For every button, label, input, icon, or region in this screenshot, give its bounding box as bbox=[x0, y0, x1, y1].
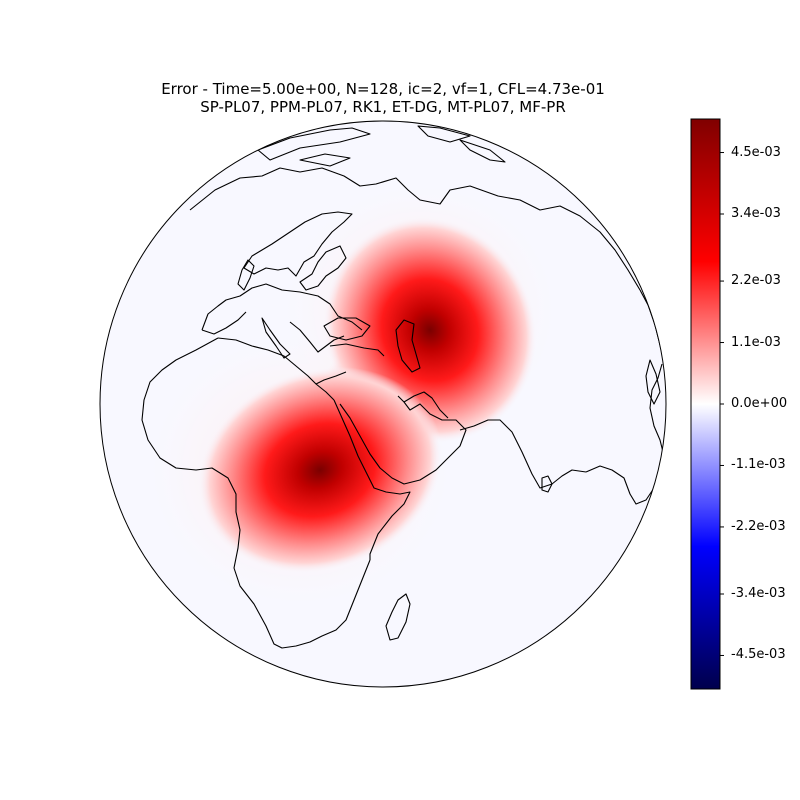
coast-africa-east bbox=[333, 399, 411, 560]
coast-africa-west bbox=[141, 337, 371, 649]
colorbar bbox=[690, 118, 724, 690]
globe-outline bbox=[99, 120, 667, 688]
coast-britain bbox=[237, 259, 255, 291]
colorbar-tick-label-5: -1.1e-03 bbox=[731, 457, 786, 473]
chart-title-line2: SP-PL07, PPM-PL07, RK1, ET-DG, MT-PL07, … bbox=[200, 98, 566, 116]
coast-scandinavia bbox=[243, 211, 353, 277]
coast-baltic bbox=[299, 245, 347, 291]
coast-balkans bbox=[289, 321, 345, 353]
colorbar-tick-label-7: -3.4e-03 bbox=[731, 586, 786, 601]
coast-arctic-islands bbox=[257, 125, 506, 167]
coast-levant bbox=[315, 371, 347, 385]
colorbar-ticks bbox=[720, 152, 724, 656]
colorbar-gradient bbox=[690, 118, 721, 690]
colorbar-tick-label-3: 1.1e-03 bbox=[731, 334, 781, 350]
coast-caspian bbox=[395, 319, 421, 373]
colorbar-tick-label-2: 2.2e-03 bbox=[731, 273, 781, 289]
colorbar-tick-label-4: 0.0e+00 bbox=[731, 396, 788, 411]
coastlines bbox=[141, 125, 665, 649]
colorbar-tick-label-1: 3.4e-03 bbox=[731, 206, 781, 221]
coast-arabia bbox=[339, 395, 467, 485]
coast-italy bbox=[261, 317, 291, 359]
coast-india bbox=[459, 419, 587, 489]
colorbar-tick-label-8: -4.5e-03 bbox=[731, 647, 786, 663]
error-field bbox=[150, 185, 555, 605]
chart-title-line1: Error - Time=5.00e+00, N=128, ic=2, vf=1… bbox=[161, 80, 605, 98]
coast-eurasia-north bbox=[189, 167, 641, 291]
coast-sri-lanka bbox=[541, 475, 553, 493]
coast-north-africa bbox=[217, 337, 335, 401]
coast-black-sea bbox=[323, 317, 371, 341]
colorbar-tick-label-6: -2.2e-03 bbox=[731, 518, 786, 534]
coast-gulf bbox=[403, 391, 449, 419]
colorbar-tick-label-0: 4.5e-03 bbox=[731, 144, 781, 160]
coast-east-asia bbox=[649, 363, 665, 457]
coast-japan bbox=[645, 359, 661, 405]
coast-europe bbox=[201, 283, 363, 331]
coast-madagascar bbox=[385, 593, 411, 641]
coast-iberia bbox=[201, 311, 247, 335]
error-blob-africa bbox=[197, 366, 443, 574]
coast-anatolia bbox=[329, 343, 385, 357]
